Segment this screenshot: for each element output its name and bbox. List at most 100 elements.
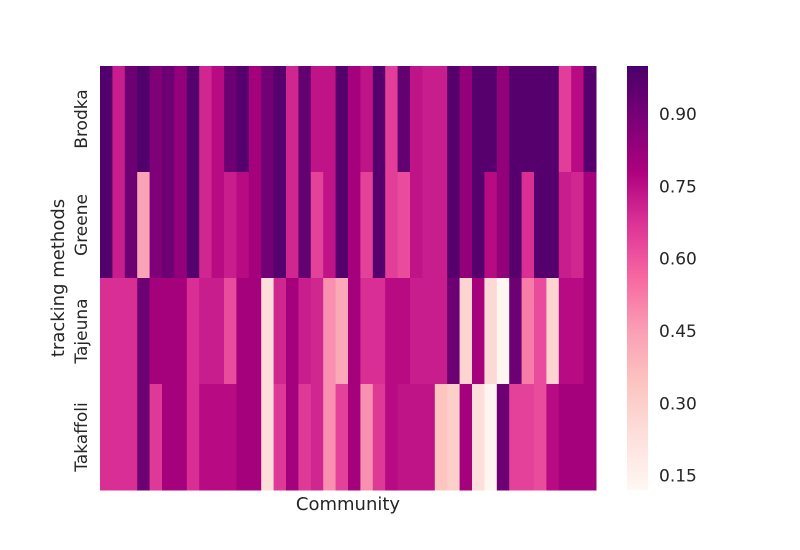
heatmap-cell	[248, 172, 262, 279]
heatmap-cell	[571, 66, 585, 173]
row-tick-label: Brodka	[72, 89, 92, 148]
colorbar-tick-label: 0.30	[659, 394, 697, 414]
heatmap-cell	[360, 384, 374, 491]
heatmap-cell	[558, 278, 572, 385]
heatmap-cell	[137, 384, 151, 491]
heatmap-cell	[224, 66, 237, 173]
heatmap-cell	[162, 278, 175, 385]
heatmap-cell	[273, 66, 287, 173]
heatmap-cell	[286, 172, 299, 279]
heatmap-cell	[137, 66, 151, 173]
heatmap-cell	[472, 66, 485, 173]
heatmap-cell	[484, 384, 498, 491]
heatmap-cell	[211, 384, 225, 491]
heatmap-cell	[397, 278, 411, 385]
heatmap-cell	[534, 172, 547, 279]
heatmap-cell	[273, 172, 287, 279]
heatmap-cell	[186, 172, 200, 279]
heatmap-cell	[174, 172, 188, 279]
colorbar	[627, 66, 648, 490]
heatmap-cell	[447, 66, 461, 173]
heatmap-cell	[534, 66, 547, 173]
heatmap-cell	[484, 278, 498, 385]
heatmap-cell	[261, 172, 275, 279]
heatmap-cell	[447, 278, 461, 385]
heatmap-cell	[248, 384, 262, 491]
heatmap-cell	[323, 66, 337, 173]
heatmap-cell	[137, 278, 151, 385]
heatmap-cell	[348, 278, 361, 385]
heatmap-cell	[261, 66, 275, 173]
row-tick-label: Greene	[72, 194, 92, 256]
heatmap-cell	[571, 384, 585, 491]
heatmap-cell	[211, 278, 225, 385]
heatmap-cell	[447, 172, 461, 279]
heatmap-cell	[199, 384, 213, 491]
heatmap-cell	[360, 278, 374, 385]
heatmap-cell	[571, 278, 585, 385]
heatmap-cell	[459, 66, 473, 173]
heatmap-cell	[434, 172, 448, 279]
heatmap-cell	[149, 172, 163, 279]
heatmap-cell	[323, 172, 337, 279]
heatmap-cell	[162, 66, 175, 173]
heatmap-cell	[112, 172, 126, 279]
heatmap-cell	[335, 384, 349, 491]
heatmap-cell	[100, 172, 113, 279]
heatmap-cell	[211, 66, 225, 173]
heatmap-cell	[236, 384, 250, 491]
heatmap-cell	[348, 172, 361, 279]
heatmap-cell	[385, 384, 399, 491]
heatmap-cell	[372, 384, 386, 491]
heatmap-cell	[348, 384, 361, 491]
heatmap-cell	[410, 172, 423, 279]
x-axis-title: Community	[296, 494, 401, 515]
heatmap-cell	[335, 278, 349, 385]
heatmap-cell	[162, 172, 175, 279]
heatmap-cell	[410, 66, 423, 173]
heatmap-cell	[199, 172, 213, 279]
heatmap-cell	[410, 278, 423, 385]
heatmap-cell	[372, 278, 386, 385]
colorbar-tick-label: 0.60	[659, 250, 697, 270]
heatmap-cell	[310, 278, 324, 385]
heatmap-cell	[186, 278, 200, 385]
heatmap-cell	[422, 384, 436, 491]
heatmap-cell	[100, 384, 113, 491]
heatmap-cell	[199, 66, 213, 173]
heatmap-cell	[310, 66, 324, 173]
heatmap-cell	[385, 66, 399, 173]
heatmap-cell	[286, 66, 299, 173]
heatmap-cell	[211, 172, 225, 279]
heatmap-cell	[509, 384, 523, 491]
row-tick-labels: Brodka Greene Tajeuna Takaffoli	[72, 89, 92, 472]
colorbar-tick-label: 0.15	[659, 467, 697, 487]
heatmap-cell	[385, 172, 399, 279]
heatmap-cell	[422, 66, 436, 173]
heatmap-cell	[261, 384, 275, 491]
heatmap-cell	[583, 278, 597, 385]
heatmap-cell	[397, 66, 411, 173]
heatmap-cell	[323, 384, 337, 491]
heatmap-cells	[100, 66, 597, 491]
heatmap-cell	[472, 278, 485, 385]
heatmap-cell	[583, 384, 597, 491]
heatmap-cell	[434, 66, 448, 173]
heatmap-cell	[546, 66, 560, 173]
row-tick-label: Takaffoli	[72, 402, 92, 473]
heatmap-cell	[149, 278, 163, 385]
heatmap-cell	[422, 278, 436, 385]
heatmap-cell	[248, 66, 262, 173]
heatmap-cell	[360, 66, 374, 173]
heatmap-cell	[571, 172, 585, 279]
heatmap-cell	[360, 172, 374, 279]
heatmap-cell	[112, 66, 126, 173]
heatmap-cell	[372, 172, 386, 279]
heatmap-cell	[521, 278, 535, 385]
heatmap-cell	[534, 384, 547, 491]
heatmap-cell	[459, 384, 473, 491]
heatmap-cell	[385, 278, 399, 385]
heatmap-cell	[310, 384, 324, 491]
heatmap-cell	[348, 66, 361, 173]
heatmap-cell	[199, 278, 213, 385]
